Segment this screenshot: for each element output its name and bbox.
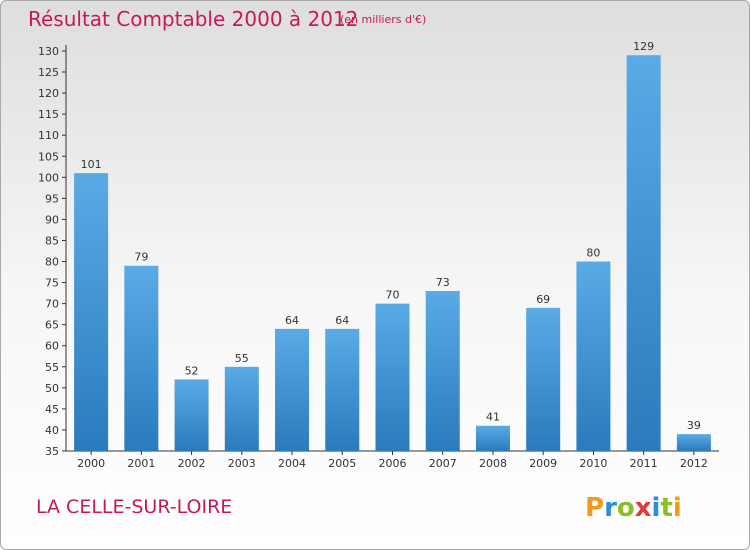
bar [124, 265, 159, 451]
x-tick-label: 2002 [178, 457, 206, 470]
y-tick-label: 40 [45, 424, 59, 437]
y-tick-label: 35 [45, 445, 59, 458]
svg-text:Proxiti: Proxiti [585, 493, 682, 523]
y-tick-label: 105 [38, 150, 59, 163]
y-tick-label: 55 [45, 361, 59, 374]
bar [275, 328, 310, 451]
y-tick-label: 85 [45, 234, 59, 247]
data-label: 80 [586, 247, 600, 260]
y-tick-label: 125 [38, 66, 59, 79]
chart-title: Résultat Comptable 2000 à 2012 [28, 7, 359, 31]
y-tick-label: 80 [45, 256, 59, 269]
y-tick-label: 90 [45, 213, 59, 226]
data-label: 64 [335, 314, 349, 327]
y-tick-label: 100 [38, 171, 59, 184]
bar [74, 173, 109, 451]
y-tick-label: 130 [38, 45, 59, 58]
data-label: 41 [486, 411, 500, 424]
data-label: 52 [185, 364, 199, 377]
x-tick-label: 2000 [77, 457, 105, 470]
bar [676, 434, 711, 451]
y-tick-label: 110 [38, 129, 59, 142]
data-label: 101 [81, 158, 102, 171]
x-tick-label: 2012 [680, 457, 708, 470]
data-label: 129 [633, 40, 654, 53]
data-label: 64 [285, 314, 299, 327]
y-tick-label: 115 [38, 108, 59, 121]
x-tick-label: 2009 [529, 457, 557, 470]
y-tick-label: 50 [45, 382, 59, 395]
bar [526, 307, 561, 451]
y-tick-label: 75 [45, 277, 59, 290]
x-tick-label: 2008 [479, 457, 507, 470]
x-tick-label: 2001 [127, 457, 155, 470]
x-tick-label: 2006 [379, 457, 407, 470]
y-tick-label: 70 [45, 298, 59, 311]
proxiti-logo: Proxiti [585, 493, 682, 523]
y-tick-label: 60 [45, 340, 59, 353]
x-tick-label: 2005 [328, 457, 356, 470]
bar [626, 55, 661, 452]
commune-name: LA CELLE-SUR-LOIRE [36, 496, 233, 518]
chart-subtitle: (en milliers d'€) [340, 13, 427, 26]
bar [325, 328, 360, 451]
data-label: 70 [386, 289, 400, 302]
data-label: 69 [536, 293, 550, 306]
data-label: 55 [235, 352, 249, 365]
data-label: 39 [687, 419, 701, 432]
x-tick-label: 2011 [630, 457, 658, 470]
data-label: 73 [436, 276, 450, 289]
bar [224, 366, 259, 451]
data-label: 79 [134, 251, 148, 264]
y-tick-label: 120 [38, 87, 59, 100]
x-tick-label: 2007 [429, 457, 457, 470]
y-tick-label: 45 [45, 403, 59, 416]
bar [425, 291, 460, 451]
bar [174, 379, 209, 451]
x-tick-label: 2004 [278, 457, 306, 470]
x-tick-label: 2010 [579, 457, 607, 470]
x-tick-label: 2003 [228, 457, 256, 470]
bar [475, 425, 510, 451]
y-tick-label: 65 [45, 319, 59, 332]
bar [375, 303, 410, 451]
y-tick-label: 95 [45, 192, 59, 205]
bar [576, 261, 611, 451]
